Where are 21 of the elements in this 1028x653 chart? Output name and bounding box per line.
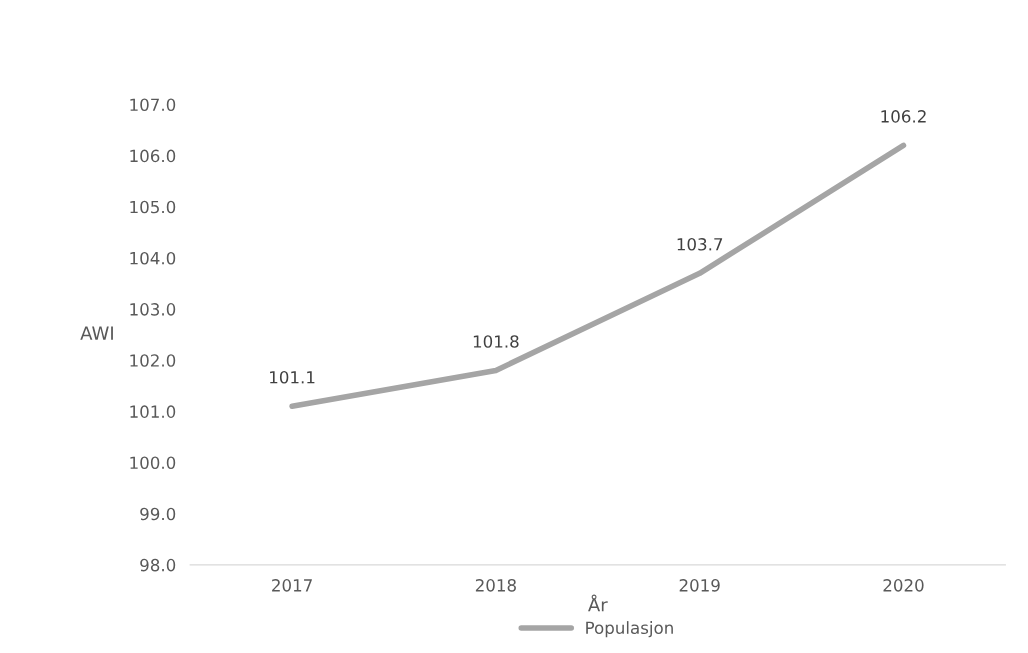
data-label: 103.7 bbox=[677, 238, 723, 251]
data-label: 101.1 bbox=[270, 370, 315, 384]
y-tick-label: 107.0 bbox=[130, 98, 176, 112]
y-tick-label: 105.0 bbox=[130, 200, 176, 214]
x-tick-label: 2017 bbox=[272, 579, 312, 592]
data-label: 106.2 bbox=[881, 110, 926, 123]
x-tick-label: 2019 bbox=[679, 579, 720, 592]
y-tick-label: 98.0 bbox=[140, 558, 176, 572]
y-tick-label: 106.0 bbox=[130, 149, 176, 163]
y-axis-title: AWI bbox=[80, 326, 113, 340]
y-tick-label: 104.0 bbox=[130, 251, 176, 265]
x-tick-label: 2020 bbox=[883, 579, 924, 592]
y-tick-label: 102.0 bbox=[130, 354, 176, 367]
y-tick-label: 100.0 bbox=[130, 456, 176, 470]
legend-label: Populasjon bbox=[586, 621, 673, 638]
x-axis-title: År bbox=[588, 594, 608, 612]
y-tick-label: 101.0 bbox=[130, 405, 176, 418]
y-tick-label: 103.0 bbox=[130, 303, 176, 316]
data-label: 101.8 bbox=[473, 335, 519, 348]
y-tick-label: 99.0 bbox=[140, 507, 176, 521]
x-tick-label: 2018 bbox=[475, 579, 516, 592]
